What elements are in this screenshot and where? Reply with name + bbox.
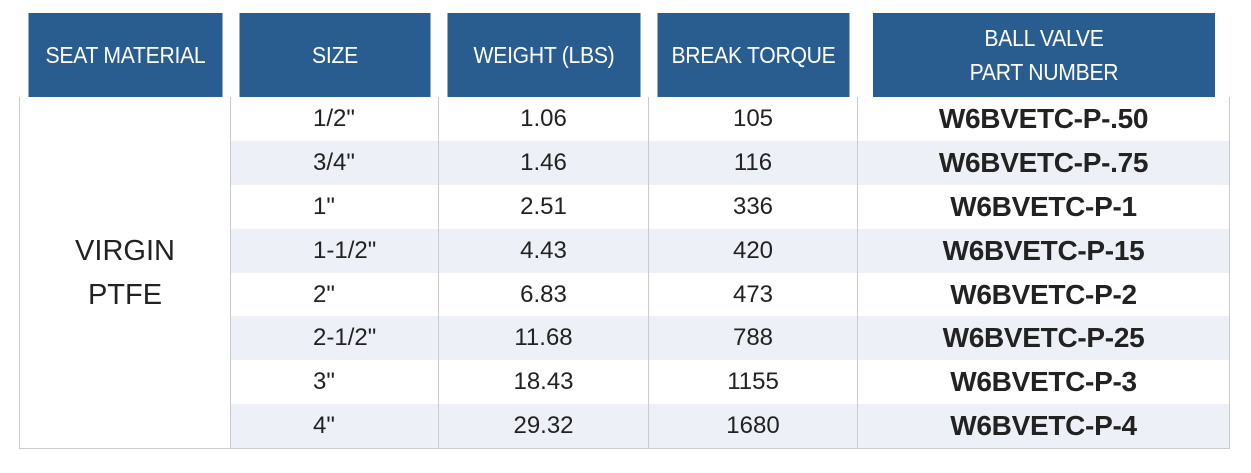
part-number-cell: W6BVETC-P-25 bbox=[857, 316, 1230, 361]
seat-material-cell: VIRGIN PTFE bbox=[19, 97, 231, 450]
table-row: 3/4" 1.46 116 W6BVETC-P-.75 bbox=[20, 140, 1230, 185]
table-body: VIRGIN PTFE 1/2" 1.06 105 W6BVETC-P-.50 … bbox=[19, 97, 1230, 450]
size-cell: 1" bbox=[230, 184, 439, 229]
part-number-cell: W6BVETC-P-1 bbox=[857, 184, 1230, 229]
weight-cell: 6.83 bbox=[438, 272, 649, 317]
torque-cell: 1680 bbox=[648, 404, 858, 450]
header-part-number-line2: PART NUMBER bbox=[969, 59, 1118, 85]
torque-cell: 105 bbox=[648, 97, 858, 141]
table-row: 1-1/2" 4.43 420 W6BVETC-P-15 bbox=[20, 228, 1230, 273]
table-row: 2" 6.83 473 W6BVETC-P-2 bbox=[20, 272, 1230, 317]
size-cell: 4" bbox=[230, 404, 439, 450]
torque-cell: 473 bbox=[648, 272, 858, 317]
part-number-cell: W6BVETC-P-4 bbox=[857, 404, 1230, 450]
size-cell: 2-1/2" bbox=[230, 316, 439, 361]
part-number-cell: W6BVETC-P-.50 bbox=[857, 97, 1230, 141]
size-cell: 1/2" bbox=[230, 97, 439, 141]
size-cell: 3/4" bbox=[230, 140, 439, 185]
table-header: SEAT MATERIAL SIZE WEIGHT (LBS) BREAK TO… bbox=[20, 13, 1230, 97]
table-row: VIRGIN PTFE 1/2" 1.06 105 W6BVETC-P-.50 bbox=[19, 97, 1230, 450]
seat-material-line2: PTFE bbox=[87, 278, 163, 311]
header-part-number-line1: BALL VALVE bbox=[983, 25, 1104, 51]
header-weight: WEIGHT (LBS) bbox=[446, 13, 641, 97]
part-number-cell: W6BVETC-P-.75 bbox=[857, 140, 1230, 185]
weight-cell: 2.51 bbox=[438, 184, 649, 229]
table-row: 3" 18.43 1155 W6BVETC-P-3 bbox=[20, 360, 1230, 405]
weight-cell: 11.68 bbox=[438, 316, 649, 361]
size-cell: 3" bbox=[230, 360, 439, 405]
torque-cell: 336 bbox=[648, 184, 858, 229]
weight-cell: 1.06 bbox=[438, 97, 649, 141]
weight-cell: 18.43 bbox=[438, 360, 649, 405]
torque-cell: 116 bbox=[648, 140, 858, 185]
part-number-cell: W6BVETC-P-15 bbox=[857, 228, 1230, 273]
table-row: 2-1/2" 11.68 788 W6BVETC-P-25 bbox=[20, 316, 1230, 361]
header-row: SEAT MATERIAL SIZE WEIGHT (LBS) BREAK TO… bbox=[20, 13, 1230, 97]
weight-cell: 1.46 bbox=[438, 140, 649, 185]
seat-material-line1: VIRGIN bbox=[75, 234, 175, 267]
header-seat-material: SEAT MATERIAL bbox=[27, 13, 223, 97]
size-cell: 1-1/2" bbox=[230, 228, 439, 273]
torque-cell: 420 bbox=[648, 228, 858, 273]
torque-cell: 788 bbox=[648, 316, 858, 361]
ball-valve-spec-table: SEAT MATERIAL SIZE WEIGHT (LBS) BREAK TO… bbox=[19, 13, 1230, 450]
part-number-cell: W6BVETC-P-2 bbox=[857, 272, 1230, 317]
header-size: SIZE bbox=[238, 13, 431, 97]
weight-cell: 29.32 bbox=[438, 404, 649, 450]
size-cell: 2" bbox=[230, 272, 439, 317]
table-row: 4" 29.32 1680 W6BVETC-P-4 bbox=[20, 404, 1230, 450]
table-row: 1" 2.51 336 W6BVETC-P-1 bbox=[20, 184, 1230, 229]
part-number-cell: W6BVETC-P-3 bbox=[857, 360, 1230, 405]
header-part-number: BALL VALVE PART NUMBER bbox=[872, 13, 1215, 97]
weight-cell: 4.43 bbox=[438, 228, 649, 273]
header-break-torque: BREAK TORQUE bbox=[656, 13, 850, 97]
torque-cell: 1155 bbox=[648, 360, 858, 405]
